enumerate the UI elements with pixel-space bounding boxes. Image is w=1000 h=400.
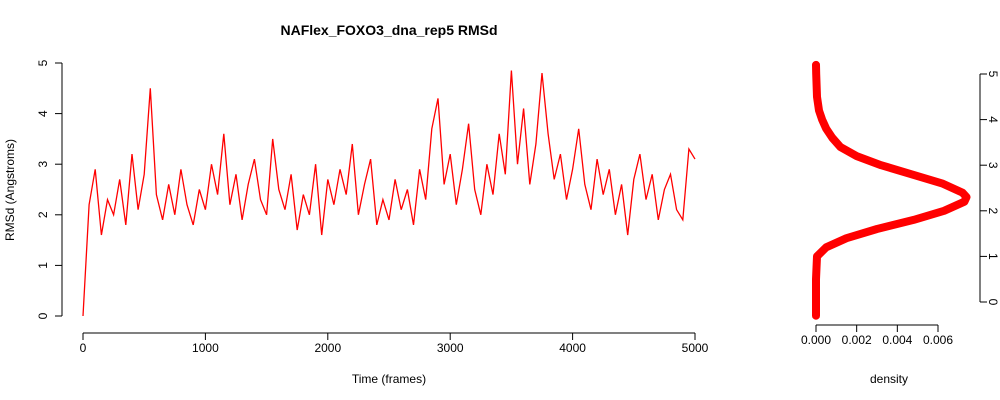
y-tick-label: 1 (36, 262, 50, 269)
x-tick-label: 0.006 (923, 333, 953, 347)
x-tick-label: 0.002 (842, 333, 872, 347)
y-tick-label: 1 (986, 253, 1000, 260)
x-tick-label: 0 (80, 341, 87, 355)
density-curve (812, 60, 971, 320)
x-tick-label: 0.004 (882, 333, 912, 347)
data-line (82, 70, 696, 317)
y-tick-label: 0 (36, 312, 50, 319)
x-tick-label: 0.000 (801, 333, 831, 347)
x-tick-label: 2000 (314, 341, 341, 355)
x-axis-label: density (870, 372, 908, 386)
y-tick-label: 4 (986, 116, 1000, 123)
x-tick-label: 5000 (682, 341, 709, 355)
y-tick-label: 5 (36, 59, 50, 66)
x-tick-label: 3000 (437, 341, 464, 355)
y-tick-label: 5 (986, 71, 1000, 78)
y-axis-label: RMSd (Angstroms) (3, 139, 17, 241)
y-tick-label: 4 (36, 110, 50, 117)
y-tick-label: 2 (986, 207, 1000, 214)
x-axis-label: Time (frames) (352, 372, 426, 386)
chart-title: NAFlex_FOXO3_dna_rep5 RMSd (280, 22, 497, 38)
y-tick-label: 2 (36, 211, 50, 218)
y-tick-label: 3 (986, 162, 1000, 169)
y-tick-label: 0 (986, 299, 1000, 306)
y-tick-label: 3 (36, 161, 50, 168)
x-tick-label: 4000 (559, 341, 586, 355)
x-tick-label: 1000 (192, 341, 219, 355)
